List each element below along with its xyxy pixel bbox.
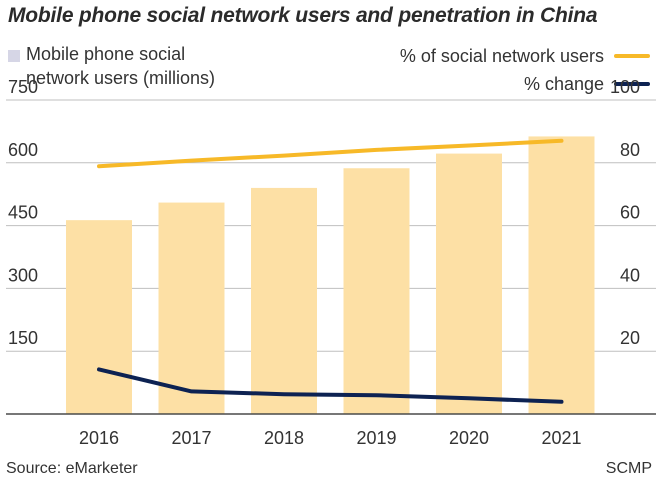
legend-penetration: % of social network users xyxy=(400,42,650,70)
bar xyxy=(436,153,502,414)
right-tick-label: 80 xyxy=(620,140,640,160)
legend-bar-swatch xyxy=(8,50,20,62)
change-line xyxy=(97,367,564,404)
bar xyxy=(66,220,132,414)
right-tick-label: 60 xyxy=(620,203,640,223)
left-tick-label: 150 xyxy=(8,328,38,348)
legend-change: % change xyxy=(400,70,650,98)
credit: SCMP xyxy=(605,460,652,477)
legend-change-label: % change xyxy=(523,74,604,94)
left-tick-label: 450 xyxy=(8,203,38,223)
penetration-line xyxy=(97,138,564,169)
legend-penetration-swatch xyxy=(614,54,650,58)
x-tick-label: 2016 xyxy=(79,428,119,448)
left-tick-label: 300 xyxy=(8,265,38,285)
x-tick-label: 2017 xyxy=(171,428,211,448)
right-tick-label: 40 xyxy=(620,265,640,285)
right-tick-label: 100 xyxy=(610,77,640,97)
x-tick-label: 2019 xyxy=(356,428,396,448)
x-tick-label: 2018 xyxy=(264,428,304,448)
left-tick-label: 600 xyxy=(8,140,38,160)
source-note: Source: eMarketer xyxy=(6,460,138,477)
legend-change-swatch xyxy=(614,82,650,86)
legend-penetration-label: % of social network users xyxy=(399,46,604,66)
bar xyxy=(528,136,595,414)
right-tick-label: 20 xyxy=(620,328,640,348)
left-tick-label: 750 xyxy=(8,77,38,97)
bar xyxy=(343,168,410,414)
bar xyxy=(158,202,225,414)
legend-bars: Mobile phone social network users (milli… xyxy=(8,42,215,90)
bar xyxy=(251,187,317,414)
legend-lines: % of social network users % change xyxy=(400,42,650,98)
legend-bar-label-line1: Mobile phone social xyxy=(26,44,186,64)
legend-bar-label-line2: network users (millions) xyxy=(26,68,216,88)
x-tick-label: 2020 xyxy=(449,428,489,448)
x-tick-label: 2021 xyxy=(541,428,581,448)
chart-title: Mobile phone social network users and pe… xyxy=(8,4,598,27)
